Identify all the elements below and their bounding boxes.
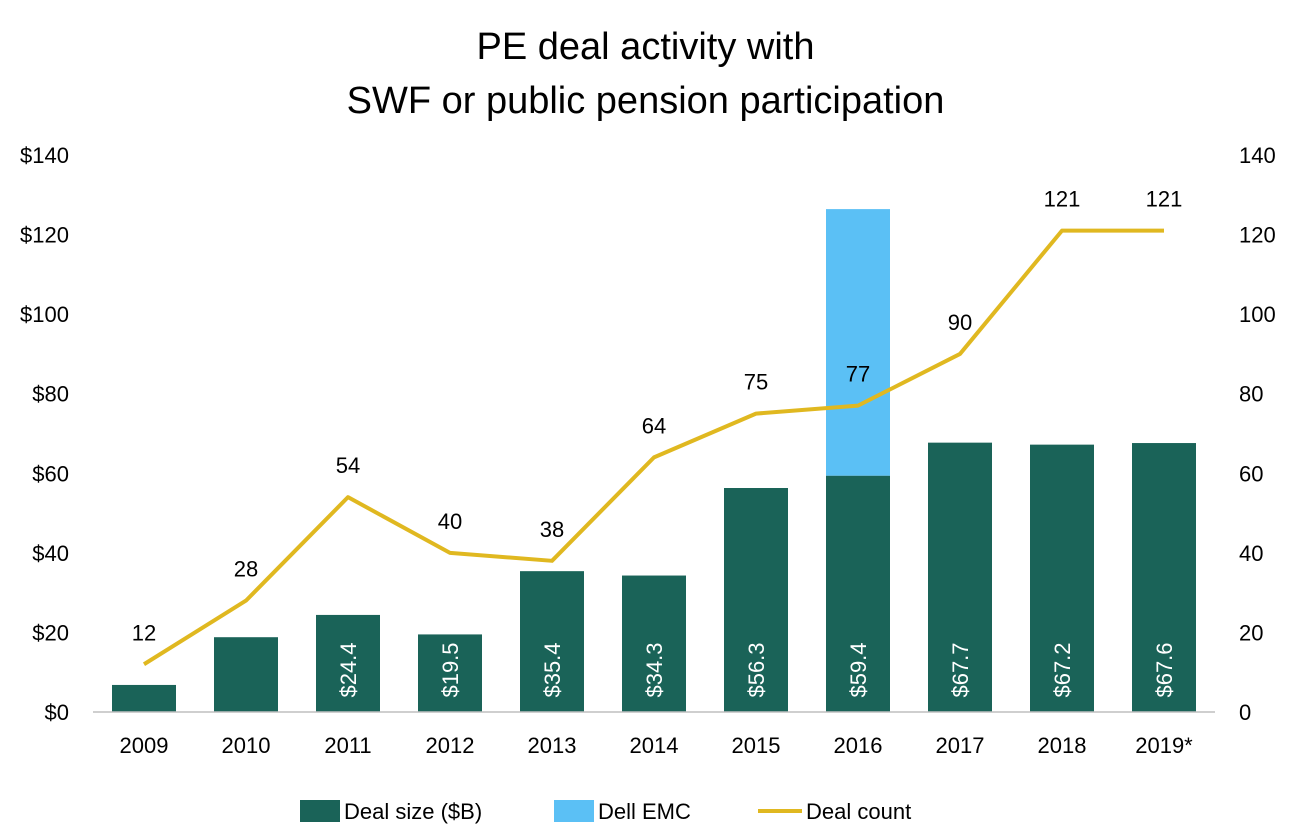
bar-deal-size: [214, 637, 278, 712]
deal-count-label: 12: [132, 620, 156, 645]
bar-value-label: $67.6: [1152, 642, 1177, 697]
deal-count-label: 54: [336, 453, 360, 478]
deal-count-label: 75: [744, 370, 768, 395]
deal-count-label: 28: [234, 557, 258, 582]
bar-value-label: $56.3: [744, 642, 769, 697]
x-axis-tick-label: 2011: [324, 733, 371, 758]
deal-count-label: 38: [540, 517, 564, 542]
left-axis-tick-label: $60: [32, 461, 69, 486]
legend-swatch-dell-emc: [554, 800, 594, 822]
right-axis-tick-label: 0: [1239, 700, 1251, 725]
x-axis-tick-label: 2010: [222, 733, 271, 758]
bar-deal-size: [1030, 444, 1094, 712]
left-axis-tick-label: $120: [20, 223, 69, 248]
right-axis-tick-label: 120: [1239, 223, 1276, 248]
left-axis-tick-label: $0: [45, 700, 69, 725]
right-axis-tick-label: 60: [1239, 461, 1263, 486]
left-axis-tick-label: $40: [32, 541, 69, 566]
deal-count-label: 40: [438, 509, 462, 534]
x-axis-tick-label: 2019*: [1135, 733, 1193, 758]
x-axis-tick-label: 2017: [936, 733, 985, 758]
x-axis-tick-label: 2013: [528, 733, 577, 758]
bar-deal-size: [418, 634, 482, 712]
left-axis-tick-label: $80: [32, 382, 69, 407]
legend-label-deal-count: Deal count: [806, 799, 911, 824]
bar-deal-size: [520, 571, 584, 712]
right-axis-tick-label: 100: [1239, 302, 1276, 327]
deal-count-label: 77: [846, 362, 870, 387]
left-axis-tick-label: $100: [20, 302, 69, 327]
bar-dell-emc: [826, 209, 890, 476]
bar-value-label: $67.2: [1050, 642, 1075, 697]
bar-value-label: $35.4: [540, 642, 565, 697]
deal-count-line: [142, 228, 1164, 666]
bar-deal-size: [316, 614, 380, 712]
x-axis-tick-label: 2009: [120, 733, 169, 758]
x-axis-tick-label: 2014: [630, 733, 679, 758]
legend-label-dell-emc: Dell EMC: [598, 799, 691, 824]
bar-value-label: $19.5: [438, 642, 463, 697]
bar-value-label: $59.4: [846, 642, 871, 697]
right-axis-tick-label: 140: [1239, 143, 1276, 168]
legend-swatch-deal-size: [300, 800, 340, 822]
right-axis-tick-label: 40: [1239, 541, 1263, 566]
deal-count-label: 121: [1146, 187, 1183, 212]
bar-deal-size: [724, 488, 788, 712]
chart-title-line-1: PE deal activity with: [476, 26, 815, 68]
bar-deal-size: [622, 575, 686, 712]
bar-deal-size: [928, 442, 992, 712]
bar-deal-size: [826, 475, 890, 712]
bar-value-label: $24.4: [336, 642, 361, 697]
bar-deal-size: [112, 684, 176, 712]
x-axis-tick-label: 2015: [732, 733, 781, 758]
x-axis-tick-label: 2016: [834, 733, 883, 758]
bar-value-label: $34.3: [642, 642, 667, 697]
bar-deal-size: [1132, 443, 1196, 712]
right-axis-tick-label: 80: [1239, 382, 1263, 407]
right-axis-tick-label: 20: [1239, 620, 1263, 645]
left-axis-tick-label: $140: [20, 143, 69, 168]
x-axis-tick-label: 2018: [1038, 733, 1087, 758]
left-axis-tick-label: $20: [32, 620, 69, 645]
x-axis-tick-label: 2012: [426, 733, 475, 758]
deal-count-label: 121: [1044, 187, 1081, 212]
deal-count-label: 90: [948, 310, 972, 335]
chart-title-line-2: SWF or public pension participation: [346, 80, 945, 122]
bar-value-label: $67.7: [948, 642, 973, 697]
deal-count-label: 64: [642, 413, 666, 438]
legend-label-deal-size: Deal size ($B): [344, 799, 482, 824]
